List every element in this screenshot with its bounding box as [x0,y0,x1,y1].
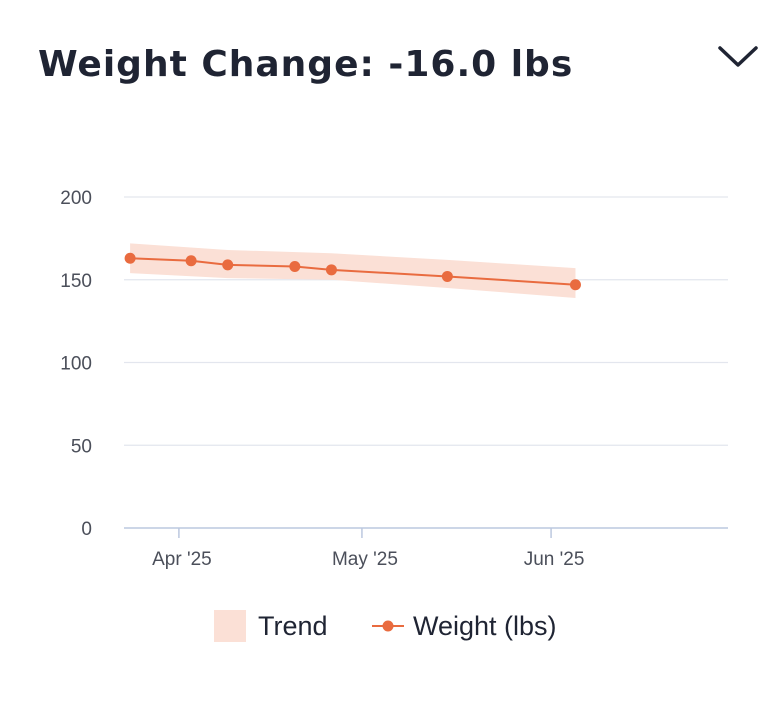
weight-point [569,279,581,291]
weight-point [124,252,136,264]
y-tick-label: 100 [60,354,92,375]
weight-line-swatch [372,620,404,632]
legend-item-trend[interactable]: Trend [214,610,328,642]
trend-swatch [214,610,246,642]
legend-label-trend: Trend [258,610,328,641]
y-tick-label: 50 [71,436,92,457]
chart-legend: Trend Weight (lbs) [0,610,784,650]
y-tick-label: 150 [60,271,92,292]
card-title: Weight Change: -16.0 lbs [38,44,574,85]
y-tick-label: 0 [81,519,92,540]
weight-point [441,270,453,282]
chevron-down-icon [718,46,758,67]
x-tick-label: May '25 [332,549,398,570]
y-tick-label: 200 [60,188,92,209]
weight-point [325,264,337,276]
legend-label-weight: Weight (lbs) [413,610,557,641]
weight-point [289,261,301,273]
weight-point [222,259,234,271]
weight-point [185,255,197,267]
x-tick-label: Apr '25 [152,549,212,570]
weight-chart: 0 50 100 150 200 Apr '25 May '25 Jun '25 [60,188,728,570]
legend-item-weight[interactable]: Weight (lbs) [371,610,557,642]
x-tick-label: Jun '25 [524,549,585,570]
collapse-toggle-button[interactable] [716,40,760,72]
